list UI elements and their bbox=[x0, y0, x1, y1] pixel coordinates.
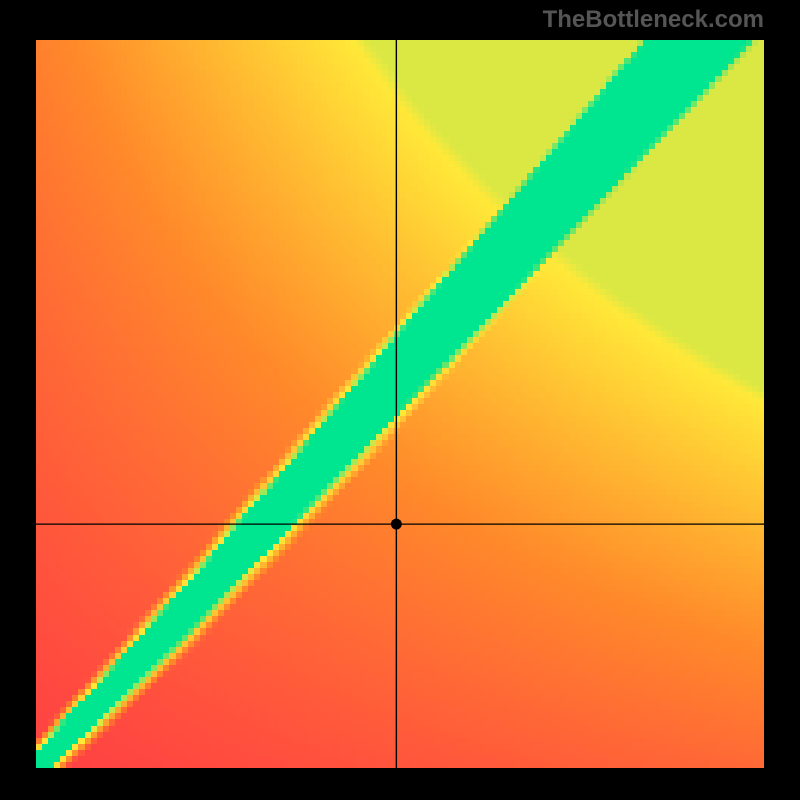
heatmap-canvas bbox=[0, 0, 800, 800]
chart-container: TheBottleneck.com bbox=[0, 0, 800, 800]
watermark-text: TheBottleneck.com bbox=[543, 6, 764, 34]
